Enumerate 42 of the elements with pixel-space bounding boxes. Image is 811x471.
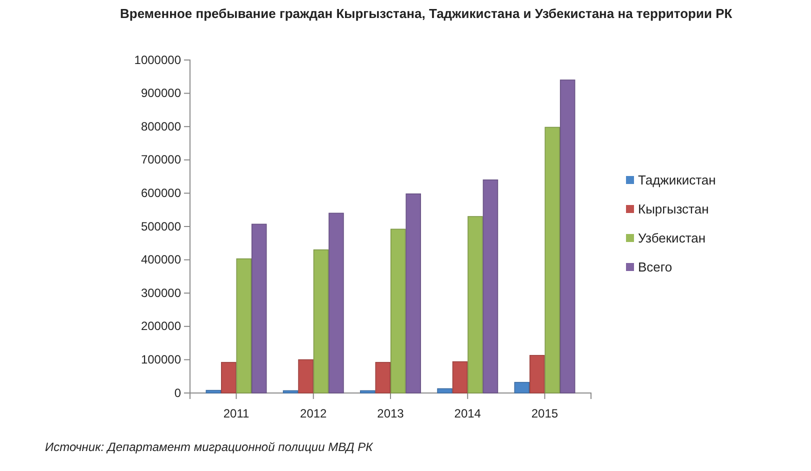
x-tick-label: 2012 <box>300 406 328 421</box>
y-tick-label: 700000 <box>140 152 182 167</box>
bar <box>514 382 530 394</box>
x-tick-label: 2011 <box>223 406 250 421</box>
bar <box>221 362 236 394</box>
bar <box>482 179 498 394</box>
bar <box>282 390 298 394</box>
bar <box>328 212 344 394</box>
bar <box>313 249 329 394</box>
bar <box>251 224 267 394</box>
bar <box>529 354 545 394</box>
y-tick-label: 1000000 <box>134 52 182 67</box>
text: Источник: Департамент миграционной полиции МВД РК <box>45 440 374 454</box>
legend-label: Узбекистан <box>638 230 706 246</box>
bar <box>360 390 376 394</box>
chart-title: Временное пребывание граждан Кыргызстана, Таджикистана и Узбекистана на территории РК <box>119 5 734 23</box>
bar <box>236 258 252 394</box>
bar <box>468 216 483 394</box>
bar <box>298 359 314 394</box>
y-tick-label: 200000 <box>140 319 182 334</box>
y-tick-label: 300000 <box>140 286 182 300</box>
x-tick-label: 2015 <box>531 406 558 421</box>
bar <box>544 126 560 394</box>
bar <box>390 228 406 394</box>
y-tick-label: 600000 <box>140 186 182 200</box>
x-tick-label: 2014 <box>454 406 482 421</box>
legend-label: Кыргызстан <box>638 202 709 217</box>
y-tick-label: 100000 <box>140 352 182 367</box>
bar <box>560 80 576 394</box>
y-tick-label: 900000 <box>140 86 182 100</box>
y-tick-label: 0 <box>174 386 182 400</box>
x-tick-label: 2013 <box>377 406 404 421</box>
bar <box>437 388 452 394</box>
bar <box>406 193 421 394</box>
y-tick-label: 500000 <box>140 219 182 234</box>
legend-label: Таджикистан <box>638 172 716 188</box>
legend-label: Всего <box>638 260 672 275</box>
bar <box>452 361 468 394</box>
bar <box>206 390 222 394</box>
bar <box>375 362 391 394</box>
y-tick-label: 800000 <box>140 119 182 134</box>
y-tick-label: 400000 <box>140 252 182 267</box>
